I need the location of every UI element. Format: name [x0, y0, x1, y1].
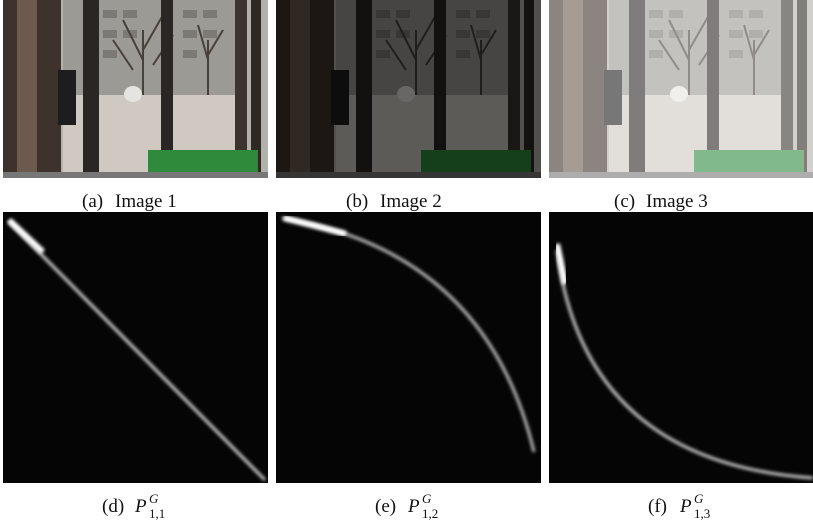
symbol: P [407, 496, 420, 517]
caption-text: Image 1 [115, 191, 177, 212]
subscript: 1,3 [694, 506, 710, 521]
figure: (a) Image 1 (b) Image 2 (c) Image 3 (d) … [0, 0, 813, 522]
panel-label: (b) [346, 191, 368, 212]
symbol: P [134, 496, 147, 517]
symbol: P [679, 496, 692, 517]
caption-text: Image 2 [380, 191, 442, 212]
superscript: G [694, 491, 704, 506]
image-3 [549, 0, 813, 178]
histogram-d [3, 212, 268, 483]
superscript: G [149, 491, 159, 506]
panel-label: (e) [375, 496, 396, 517]
caption: (a) Image 1 (b) Image 2 (c) Image 3 [82, 191, 708, 212]
histogram-f [549, 212, 813, 483]
histogram-e [276, 212, 541, 483]
subscript: 1,2 [422, 506, 438, 521]
superscript: G [422, 491, 432, 506]
image-2 [276, 0, 541, 178]
panel-label: (f) [648, 496, 667, 517]
image-1 [3, 0, 268, 178]
panel-label: (d) [102, 496, 124, 517]
subscript: 1,1 [149, 506, 165, 521]
panel-label: (a) [82, 191, 103, 212]
caption-text: Image 3 [646, 191, 708, 212]
panel-label: (c) [614, 191, 635, 212]
caption: (d) P G 1,1 (e) P G 1,2 (f) P G 1,3 [102, 491, 710, 521]
